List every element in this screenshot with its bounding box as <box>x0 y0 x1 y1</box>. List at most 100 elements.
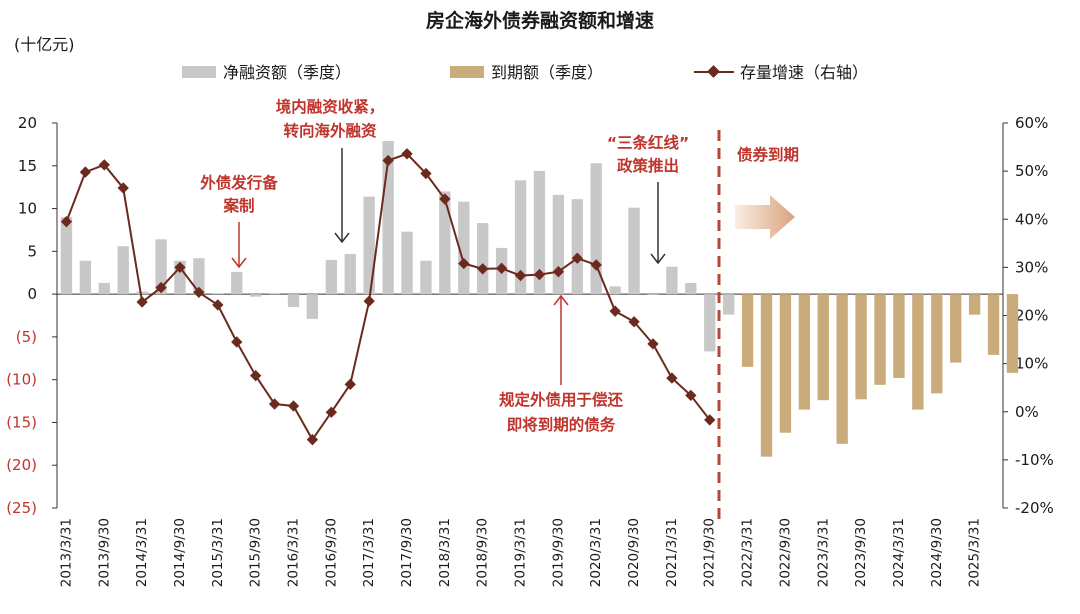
growth-rate-point <box>514 269 527 282</box>
net-financing-bar <box>193 258 205 295</box>
chart-title: 房企海外债券融资额和增速 <box>426 9 654 32</box>
x-axis-tick-label: 2013/3/31 <box>58 518 74 587</box>
x-axis-tick-label: 2016/9/30 <box>323 518 339 587</box>
maturity-bar <box>779 294 792 433</box>
growth-rate-point <box>628 316 640 328</box>
maturity-bar <box>874 294 886 385</box>
growth-rate-point <box>344 378 356 390</box>
x-axis-tick-label: 2019/3/31 <box>513 518 529 587</box>
growth-rate-point <box>193 286 205 299</box>
growth-rate-point <box>212 299 224 311</box>
maturity-bar <box>798 294 811 410</box>
x-axis-tick-label: 2020/3/31 <box>588 518 604 587</box>
legend-label-maturity: 到期额（季度） <box>491 63 603 82</box>
maturity-bar <box>760 294 773 457</box>
growth-rate-point <box>268 398 281 410</box>
left-axis-tick-label: (20) <box>6 456 37 474</box>
annotation-domestic-tightening: 境内融资收紧， 转向海外融资 <box>276 97 384 244</box>
x-axis-tick-label: 2018/9/30 <box>475 518 491 587</box>
net-financing-bar <box>420 260 432 295</box>
legend-swatch-net <box>182 66 216 78</box>
growth-rate-point <box>647 338 659 350</box>
net-financing-bar <box>231 271 243 295</box>
maturity-bar <box>741 294 754 367</box>
left-axis-unit: (十亿元) <box>14 35 75 54</box>
growth-rate-point <box>590 259 602 271</box>
annotation-bond-filing-arrowhead <box>231 257 247 269</box>
maturity-bar <box>855 294 867 400</box>
maturity-bar <box>912 294 924 410</box>
maturity-bar <box>987 294 1000 355</box>
growth-rate-point <box>325 406 337 418</box>
x-axis-tick-label: 2016/3/31 <box>286 518 302 587</box>
net-financing-bar <box>571 199 583 295</box>
net-financing-bar <box>477 223 489 295</box>
x-axis-tick-label: 2017/3/31 <box>361 518 377 587</box>
growth-rate-point <box>401 148 413 160</box>
net-financing-bar <box>552 194 565 295</box>
net-financing-bar <box>155 239 167 295</box>
annotation-debt-repayment-rule: 规定外债用于偿还 即将到期的债务 <box>499 294 624 434</box>
net-financing-bar <box>117 246 129 295</box>
left-axis-tick-label: 10 <box>18 200 37 218</box>
forecast-arrow-icon <box>735 195 795 239</box>
annotation-three-red-lines-line2: 政策推出 <box>617 156 679 175</box>
net-financing-bar <box>401 231 413 295</box>
growth-rate-point <box>79 166 92 178</box>
growth-rate-point <box>609 305 621 317</box>
annotation-debt-repayment-rule-line1: 规定外债用于偿还 <box>499 390 624 409</box>
left-axis-tick-label: 0 <box>27 285 37 303</box>
right-axis-tick-label: 0% <box>1015 403 1039 421</box>
annotation-domestic-tightening-line2: 转向海外融资 <box>283 121 377 140</box>
growth-rate-point <box>231 336 243 348</box>
annotation-bond-filing: 外债发行备 案制 <box>200 173 278 269</box>
right-axis-tick-label: 20% <box>1015 307 1048 325</box>
left-axis-tick-label: (25) <box>6 499 37 517</box>
x-axis-tick-label: 2018/3/31 <box>437 518 453 587</box>
x-axis-tick-label: 2014/9/30 <box>172 518 188 587</box>
net-financing-bar <box>590 163 602 295</box>
net-financing-bar <box>136 291 148 295</box>
growth-rate-point <box>363 295 375 307</box>
x-axis-tick-label: 2021/3/31 <box>664 518 680 587</box>
growth-rate-point <box>382 154 394 167</box>
annotation-three-red-lines: “三条红线” 政策推出 <box>607 133 689 265</box>
x-axis-tick-label: 2020/9/30 <box>626 518 642 587</box>
net-financing-bar <box>514 180 527 295</box>
growth-rate-point <box>439 193 451 205</box>
right-axis-tick-label: 10% <box>1015 355 1048 373</box>
left-axis-tick-label: 15 <box>18 157 37 175</box>
growth-rate-point <box>666 372 678 384</box>
maturity-bar <box>817 294 829 401</box>
maturity-bar <box>931 294 943 394</box>
x-axis-tick-label: 2023/3/31 <box>815 518 831 587</box>
maturity-bar <box>968 294 981 315</box>
maturity-bar <box>950 294 962 363</box>
annotation-bond-maturity: 债券到期 <box>737 145 799 164</box>
net-financing-bar <box>704 294 716 352</box>
annotation-bond-filing-line2: 案制 <box>222 196 254 215</box>
growth-rate-point <box>155 281 167 294</box>
growth-rate-point <box>136 296 148 308</box>
axes: 20 15 10 5 0 (5) (10) (15) (20) (25) 60% 50% 40% 30% 2… <box>6 114 1054 587</box>
net-financing-bar <box>628 207 640 295</box>
right-axis-tick-label: 40% <box>1015 210 1048 228</box>
left-axis-tick-label: (5) <box>16 328 37 346</box>
legend-swatch-maturity <box>450 66 484 78</box>
growth-rate-point <box>250 369 262 382</box>
annotation-domestic-tightening-arrowhead <box>334 232 350 244</box>
growth-rate-point <box>571 252 583 264</box>
net-financing-bar <box>287 294 300 307</box>
x-axis-tick-label: 2024/3/31 <box>891 518 907 587</box>
growth-rate-point <box>174 261 186 274</box>
left-axis-tick-label: (15) <box>6 413 37 431</box>
x-axis-tick-label: 2025/3/31 <box>967 518 983 587</box>
net-financing-bar <box>439 191 451 295</box>
net-financing-bar <box>268 293 281 295</box>
x-axis-tick-label: 2019/9/30 <box>550 518 566 587</box>
net-financing-bar <box>249 294 262 297</box>
annotation-debt-repayment-rule-arrowhead <box>553 294 569 306</box>
net-financing-bar <box>325 259 338 295</box>
net-financing-bar <box>458 201 470 295</box>
growth-rate-point <box>306 434 319 446</box>
